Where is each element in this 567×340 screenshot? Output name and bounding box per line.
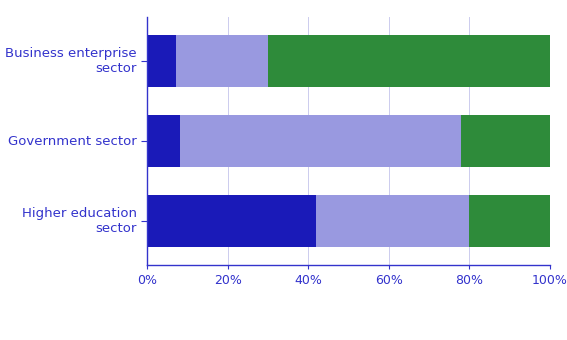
Bar (147, 35, 176, 87)
Bar (176, 35, 268, 87)
Bar (180, 115, 462, 167)
Bar (316, 195, 469, 247)
Bar (147, 115, 180, 167)
Bar (268, 35, 550, 87)
Bar (147, 195, 316, 247)
Bar (469, 195, 550, 247)
Bar (462, 115, 550, 167)
